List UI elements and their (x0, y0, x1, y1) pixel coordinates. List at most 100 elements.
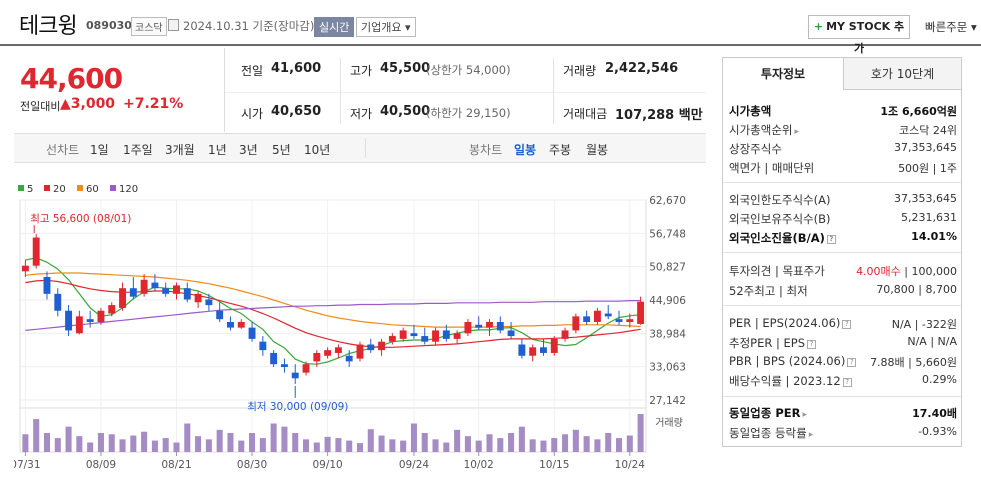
volume-bar (410, 423, 417, 452)
candle-body (496, 321, 504, 331)
volume-label: 거래량 (563, 64, 597, 78)
est-per-label: 추정PER | EPS? (729, 335, 817, 351)
help-icon[interactable]: ? (847, 358, 857, 367)
help-icon[interactable]: ? (842, 378, 852, 387)
industry-rate-text: 동일업종 등락률 (729, 426, 807, 440)
high-label: 고가 (350, 64, 373, 78)
help-icon[interactable]: ? (842, 320, 852, 329)
divider (723, 396, 961, 397)
period-3y[interactable]: 3년 (239, 143, 258, 157)
realtime-button[interactable]: 실시간 (314, 17, 355, 37)
industry-rate-value: -0.93% (918, 425, 957, 438)
period-1w[interactable]: 1주일 (123, 143, 153, 157)
company-overview-button[interactable]: 기업개요 ▾ (356, 17, 416, 37)
candle-body (183, 288, 191, 300)
volume-bar (637, 414, 644, 452)
volume-label: 거래량 (655, 417, 683, 429)
candle-body (54, 293, 62, 311)
period-1d[interactable]: 1일 (90, 143, 109, 157)
help-icon[interactable]: ? (826, 235, 836, 244)
industry-per-label[interactable]: 동일업종 PER ▸ (729, 405, 807, 421)
candle-body (486, 321, 493, 328)
candle-body (399, 330, 407, 339)
current-price: 44,600 (20, 62, 123, 95)
open-value: 40,650 (271, 104, 322, 119)
candle-body (162, 288, 170, 294)
ma120-line (25, 299, 641, 331)
y-tick-label: 44,906 (649, 295, 686, 307)
stock-code: 089030 (86, 19, 132, 32)
per-value: N/A | -322원 (891, 318, 957, 331)
candle-body (507, 330, 515, 337)
divider (365, 138, 366, 158)
market-cap-rank-text: 시가총액순위 (729, 123, 793, 137)
chart-annotations: 최고 56,600 (08/01) 최저 30,000 (09/09) (30, 213, 348, 413)
chart-grid (19, 199, 647, 453)
tab-hoga-10[interactable]: 호가 10단계 (844, 58, 961, 90)
divider (723, 252, 961, 253)
legend-label: 5 (27, 184, 33, 195)
candle-body (378, 341, 386, 351)
candle-body (216, 310, 224, 320)
period-10y[interactable]: 10년 (304, 143, 331, 157)
candle-daily[interactable]: 일봉 (514, 143, 537, 157)
volume-bar (292, 433, 299, 452)
listed-shares-value: 37,353,645 (894, 141, 957, 154)
x-tick-label: 08/30 (237, 459, 267, 471)
change-amount: ▲3,000 (60, 96, 116, 112)
plus-icon: + (813, 20, 824, 33)
per-label-text: PER | EPS(2024.06) (729, 316, 841, 330)
volume-bar (400, 440, 407, 452)
market-cap-rank-value: 코스닥 24위 (899, 124, 957, 137)
candle-body (313, 352, 321, 362)
volume-bar (216, 429, 223, 452)
volume-bar (313, 442, 320, 452)
upper-limit: (상한가 54,000) (426, 63, 511, 77)
candle-weekly[interactable]: 주봉 (549, 143, 572, 157)
period-1y[interactable]: 1년 (208, 143, 227, 157)
candle-body (529, 347, 537, 356)
opinion-value: 4.00매수 | 100,000 (856, 263, 957, 279)
foreign-hold-label: 외국인보유주식수(B) (729, 212, 831, 226)
industry-per-text: 동일업종 PER (729, 406, 801, 420)
divider (340, 58, 341, 124)
pbr-label: PBR | BPS (2024.06)? (729, 354, 857, 368)
y-tick-label: 62,670 (649, 195, 686, 207)
candle-monthly[interactable]: 월봉 (586, 143, 609, 157)
volume-bar (605, 433, 612, 452)
industry-rate-label[interactable]: 동일업종 등락률 ▸ (729, 425, 813, 441)
candle-body (194, 293, 202, 303)
volume-bar (259, 438, 266, 452)
legend-swatch (110, 185, 116, 191)
candlestick-chart[interactable]: 5 20 60 120 거래량 62,670 56,748 50,827 44,906 38,… (14, 178, 706, 486)
candle-body (356, 344, 364, 359)
industry-per-value: 17.40배 (912, 407, 957, 420)
candle-body (173, 285, 180, 294)
mystock-add-button[interactable]: + MY STOCK 추가 (808, 15, 910, 55)
stock-header (0, 0, 981, 46)
period-3m[interactable]: 3개월 (165, 143, 195, 157)
volume-bar (108, 434, 115, 452)
help-icon[interactable]: ? (807, 340, 817, 349)
candle-body (291, 372, 299, 379)
period-5y[interactable]: 5년 (272, 143, 291, 157)
x-tick-label: 07/31 (14, 459, 41, 471)
market-cap-rank-label[interactable]: 시가총액순위 ▸ (729, 122, 799, 138)
volume-bar (486, 434, 493, 452)
volume-value: 2,422,546 (605, 61, 679, 76)
pbr-value: 7.88배 | 5,660원 (870, 356, 957, 369)
date-text: 2024.10.31 기준(장마감) (183, 19, 315, 33)
opinion-label: 투자의견 | 목표주가 (729, 264, 825, 278)
quick-order-button[interactable]: 빠른주문 ▾ (925, 20, 977, 34)
volume-bar (551, 438, 558, 452)
candle-body (129, 288, 137, 297)
price-box (14, 48, 225, 132)
x-tick-label: 08/09 (86, 459, 116, 471)
tab-invest-info[interactable]: 투자정보 (723, 58, 844, 90)
volume-bar (205, 439, 212, 452)
legend-swatch (44, 185, 50, 191)
volume-bars: 거래량 (22, 414, 683, 452)
volume-bar (33, 419, 40, 452)
ma5-line (25, 257, 641, 365)
candle-body (97, 310, 105, 322)
